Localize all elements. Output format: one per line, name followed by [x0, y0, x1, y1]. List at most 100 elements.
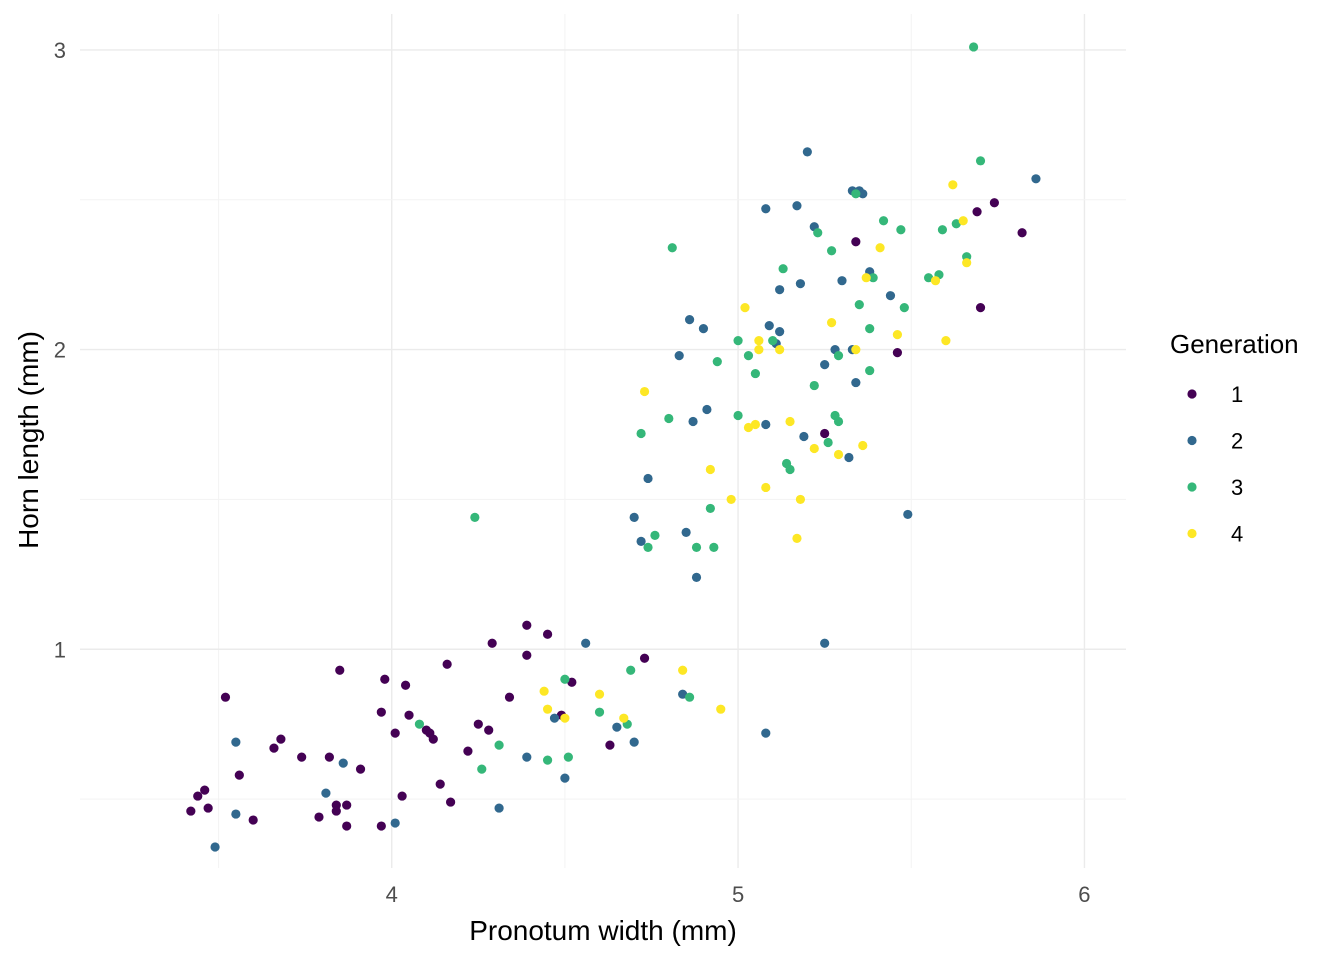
- data-point-gen-3: [833, 351, 844, 361]
- data-point-gen-1: [487, 638, 497, 648]
- data-point-gen-1: [193, 791, 203, 801]
- data-point-gen-2: [851, 377, 861, 388]
- data-point-gen-1: [892, 348, 903, 358]
- data-point-gen-4: [930, 276, 941, 286]
- data-point-gen-3: [414, 719, 425, 729]
- data-point-gen-3: [969, 42, 979, 52]
- data-point-gen-1: [975, 303, 986, 313]
- data-point-gen-2: [674, 351, 684, 361]
- data-point-gen-1: [522, 650, 532, 660]
- data-point-gen-3: [733, 410, 743, 421]
- data-point-gen-4: [861, 273, 871, 283]
- data-point-gen-2: [858, 189, 868, 199]
- data-point-gen-3: [750, 368, 760, 379]
- data-point-gen-3: [560, 674, 570, 684]
- data-point-gen-3: [470, 512, 480, 523]
- data-point-gen-4: [754, 336, 764, 346]
- data-point-gen-1: [484, 725, 494, 735]
- y-axis-ticks: 1 2 3: [54, 38, 66, 662]
- data-point-gen-3: [477, 764, 487, 774]
- legend-label-2: 2: [1231, 429, 1243, 454]
- data-point-gen-3: [768, 336, 778, 346]
- data-point-gen-3: [684, 692, 695, 702]
- data-point-gen-2: [629, 512, 639, 523]
- data-point-gen-2: [761, 728, 771, 738]
- data-point-gen-1: [276, 734, 286, 744]
- data-point-gen-1: [376, 821, 386, 831]
- data-point-gen-3: [667, 243, 677, 253]
- data-point-gen-3: [650, 530, 660, 540]
- data-point-gen-4: [785, 416, 795, 427]
- legend-key-3: [1187, 482, 1197, 492]
- data-point-gen-3: [743, 351, 754, 361]
- data-point-gen-1: [186, 806, 196, 816]
- data-point-gen-4: [858, 440, 868, 451]
- data-point-gen-2: [688, 416, 698, 427]
- x-tick-label: 5: [732, 882, 744, 907]
- data-point-gen-1: [820, 428, 830, 439]
- data-point-gen-2: [629, 737, 639, 747]
- data-point-gen-3: [975, 156, 986, 166]
- data-point-gen-1: [390, 728, 400, 738]
- data-point-gen-3: [826, 246, 837, 256]
- data-point-gen-2: [494, 803, 504, 813]
- data-point-gen-1: [297, 752, 307, 762]
- data-point-gen-3: [691, 542, 702, 552]
- data-point-gen-1: [376, 707, 386, 717]
- data-point-gen-1: [522, 620, 532, 630]
- data-point-gen-3: [636, 428, 646, 439]
- data-point-gen-1: [200, 785, 210, 795]
- data-point-gen-2: [820, 359, 830, 370]
- data-point-gen-2: [775, 327, 785, 337]
- data-point-gen-1: [335, 665, 345, 675]
- x-axis-title: Pronotum width (mm): [469, 915, 737, 946]
- data-point-gen-3: [868, 273, 878, 283]
- data-point-gen-4: [892, 330, 903, 340]
- data-point-gen-2: [210, 842, 220, 852]
- data-point-gen-1: [248, 815, 258, 825]
- data-point-gen-3: [733, 336, 743, 346]
- data-point-gen-4: [539, 686, 549, 696]
- data-point-gen-3: [851, 189, 861, 199]
- data-point-gen-2: [684, 315, 695, 325]
- data-point-gen-4: [542, 704, 553, 714]
- data-point-gen-1: [972, 207, 982, 217]
- data-point-gen-2: [792, 201, 802, 211]
- data-point-gen-3: [785, 464, 795, 475]
- data-point-gen-2: [549, 713, 560, 723]
- data-point-gen-2: [764, 321, 774, 331]
- data-point-gen-3: [664, 413, 674, 424]
- data-point-gen-2: [678, 689, 688, 699]
- data-point-gen-2: [560, 773, 570, 783]
- data-point-gen-2: [636, 536, 646, 546]
- data-point-gen-1: [342, 821, 352, 831]
- data-point-gen-2: [698, 324, 709, 334]
- data-point-gen-1: [380, 674, 390, 684]
- legend-key-2: [1187, 435, 1197, 446]
- data-point-gen-3: [563, 752, 573, 762]
- x-tick-label: 6: [1078, 882, 1090, 907]
- data-point-gen-2: [691, 572, 702, 582]
- data-point-gen-4: [619, 713, 629, 723]
- data-point-gen-4: [775, 345, 785, 355]
- data-point-gen-3: [951, 219, 961, 229]
- data-point-gen-2: [321, 788, 331, 798]
- data-point-gen-4: [754, 345, 764, 355]
- data-point-gen-4: [962, 258, 972, 268]
- data-point-gen-4: [795, 494, 806, 505]
- data-point-gen-1: [639, 653, 650, 663]
- data-point-gen-3: [937, 225, 948, 235]
- legend-label-3: 3: [1231, 475, 1243, 500]
- data-point-gen-1: [355, 764, 366, 774]
- data-point-gen-2: [761, 419, 771, 430]
- data-point-gen-1: [542, 629, 553, 639]
- data-point-gen-3: [705, 503, 715, 514]
- data-point-gen-1: [851, 237, 861, 247]
- data-point-gen-1: [442, 659, 452, 669]
- data-point-gen-2: [885, 291, 896, 301]
- data-point-gen-2: [837, 276, 847, 286]
- x-tick-label: 4: [386, 882, 398, 907]
- data-point-gen-2: [820, 638, 830, 648]
- data-point-gen-4: [750, 419, 760, 430]
